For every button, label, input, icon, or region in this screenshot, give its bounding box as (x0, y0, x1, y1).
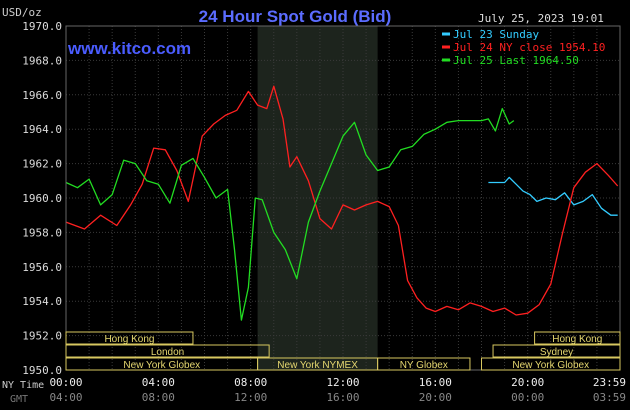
session-bar-label: Hong Kong (552, 334, 602, 345)
y-tick-label: 1970.0 (22, 20, 62, 33)
y-tick-label: 1960.0 (22, 192, 62, 205)
session-bar (65, 331, 194, 345)
session-bar (534, 331, 621, 345)
x-tick-label-ny: 08:00 (234, 376, 267, 389)
session-bar-label: New York NYMEX (277, 360, 358, 371)
y-tick-label: 1952.0 (22, 330, 62, 343)
y-tick-label: 1950.0 (22, 364, 62, 377)
legend-label: Jul 24 NY close 1954.10 (453, 41, 605, 54)
x-tick-label-gmt: 16:00 (326, 391, 359, 404)
watermark: www.kitco.com (67, 39, 191, 58)
chart-title: 24 Hour Spot Gold (Bid) (199, 7, 392, 26)
series-line-3 (65, 107, 515, 321)
session-bar-label: London (151, 347, 184, 358)
x-tick-label-ny: 12:00 (326, 376, 359, 389)
y-tick-label: 1964.0 (22, 123, 62, 136)
session-bar-label: New York Globex (512, 360, 589, 371)
y-tick-label: 1962.0 (22, 158, 62, 171)
session-bar-label: New York Globex (123, 360, 200, 371)
chart-datetime: July 25, 2023 19:01 (478, 12, 604, 25)
y-axis-label: USD/oz (2, 6, 42, 19)
session-bars-layer: Hong Kong Hong Kong London Sydney New York G… (65, 331, 621, 371)
x-tick-label-gmt: 03:59 (593, 391, 626, 404)
x-tick-label-ny: 00:00 (49, 376, 82, 389)
series-line-1 (488, 176, 618, 216)
x-tick-label-gmt: 08:00 (142, 391, 175, 404)
series-layer (65, 85, 619, 321)
session-bar (481, 357, 621, 371)
y-tick-label: 1958.0 (22, 226, 62, 239)
y-tick-label: 1954.0 (22, 295, 62, 308)
x-tick-label-ny: 04:00 (142, 376, 175, 389)
x-tick-label-gmt: 00:00 (511, 391, 544, 404)
x-axis-label-gmt: GMT (10, 394, 28, 405)
legend-label: Jul 23 Sunday (453, 28, 539, 41)
legend-label: Jul 25 Last 1964.50 (453, 54, 579, 67)
x-tick-label-gmt: 12:00 (234, 391, 267, 404)
x-tick-label-gmt: 20:00 (419, 391, 452, 404)
session-bar (65, 344, 270, 358)
session-bar-label: Sydney (540, 347, 573, 358)
session-bar (377, 357, 471, 371)
y-tick-label: 1956.0 (22, 261, 62, 274)
x-tick-label-ny: 20:00 (511, 376, 544, 389)
session-bar-label: NY Globex (400, 360, 448, 371)
x-tick-label-ny: 23:59 (593, 376, 626, 389)
x-tick-label-ny: 16:00 (419, 376, 452, 389)
session-bar (492, 344, 621, 358)
y-tick-label: 1968.0 (22, 54, 62, 67)
session-bar-label: Hong Kong (104, 334, 154, 345)
x-tick-label-gmt: 04:00 (49, 391, 82, 404)
x-axis-label-ny: NY Time (2, 380, 44, 391)
axis-layer: 1950.0 1952.0 1954.0 1956.0 1958.0 1960.0 1962… (22, 20, 626, 404)
y-tick-label: 1966.0 (22, 89, 62, 102)
